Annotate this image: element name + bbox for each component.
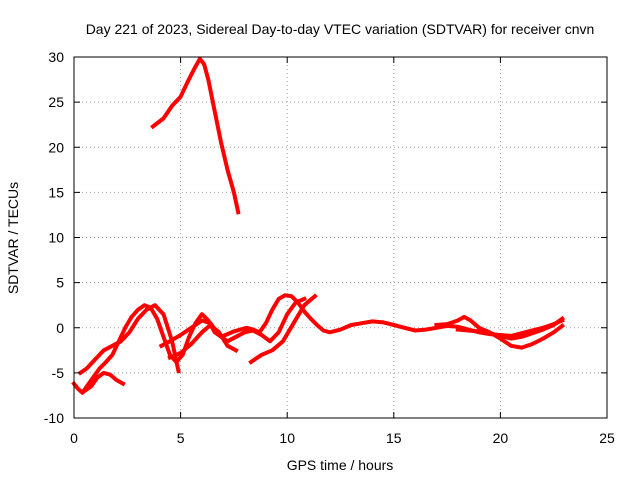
series-line-arc-mid-b xyxy=(167,323,239,361)
series-line-arc-low-b xyxy=(81,370,126,394)
series-line-arc-low-a xyxy=(77,303,181,376)
y-tick-label: 30 xyxy=(48,49,64,65)
y-tick-label: 10 xyxy=(48,230,64,246)
x-tick-label: 25 xyxy=(599,430,615,446)
y-tick-label: 25 xyxy=(48,94,64,110)
series-line-arc-main xyxy=(71,293,565,395)
y-tick-label: 20 xyxy=(48,139,64,155)
plot-frame xyxy=(73,56,608,419)
x-tick-label: 0 xyxy=(70,430,78,446)
y-tick-label: 0 xyxy=(56,320,64,336)
series-line-arc-high xyxy=(150,56,241,215)
y-tick-label: -5 xyxy=(52,365,65,381)
series-line-arc-mid-c xyxy=(248,293,318,365)
axis-ticks: 0 5 10 15 20 25 -10 -5 0 5 10 15 20 25 30 xyxy=(44,49,615,446)
y-tick-label: 15 xyxy=(48,184,64,200)
y-tick-label: 5 xyxy=(56,275,64,291)
series-line-arc-late-b xyxy=(455,315,565,341)
x-axis-label: GPS time / hours xyxy=(287,457,394,473)
series-group xyxy=(71,56,566,395)
x-tick-label: 10 xyxy=(279,430,295,446)
x-tick-label: 20 xyxy=(493,430,509,446)
x-tick-label: 15 xyxy=(386,430,402,446)
grid-lines xyxy=(74,57,607,418)
series-line-arc-late-a xyxy=(434,314,566,350)
x-tick-label: 5 xyxy=(177,430,185,446)
series-line-arc-mid-a xyxy=(158,296,307,349)
chart-title: Day 221 of 2023, Sidereal Day-to-day VTE… xyxy=(86,21,595,37)
y-axis-label: SDTVAR / TECUs xyxy=(5,182,21,294)
y-tick-label: -10 xyxy=(44,410,64,426)
